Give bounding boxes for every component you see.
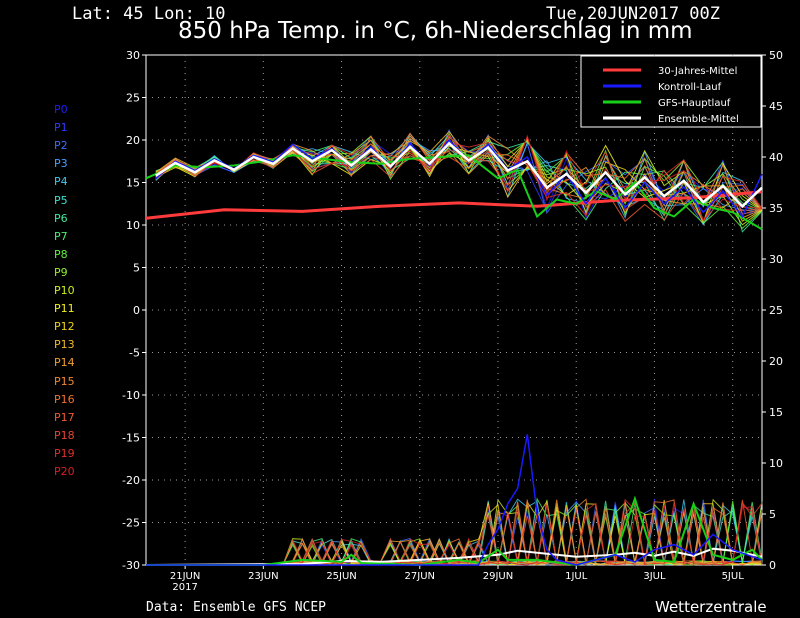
run-time-label: Tue,20JUN2017 00Z	[546, 4, 720, 24]
x-tick-label: 29JUN	[483, 571, 513, 582]
control-precipitation-line	[146, 434, 763, 566]
member-temperature-line	[155, 135, 763, 212]
member-label: P4	[54, 175, 68, 189]
member-label: P15	[54, 374, 75, 388]
left-tick-label: -20	[122, 474, 140, 487]
left-tick-label: 10	[126, 219, 140, 232]
legend-label: 30-Jahres-Mittel	[658, 66, 737, 77]
x-tick-sublabel: 2017	[172, 582, 197, 593]
right-tick-label: 10	[769, 457, 783, 470]
main-series-lines	[145, 138, 763, 567]
x-tick-label: 3JUL	[643, 571, 666, 582]
ensemble-member-temperature-lines	[155, 128, 763, 233]
left-tick-label: 5	[133, 262, 140, 275]
member-temperature-line	[155, 141, 763, 217]
member-label: P19	[54, 446, 75, 460]
left-tick-label: -25	[122, 517, 140, 530]
member-label: P0	[54, 103, 68, 116]
chart-title: 850 hPa Temp. in °C, 6h-Niederschlag in …	[178, 18, 693, 44]
member-label: P20	[54, 465, 75, 478]
right-tick-label: 5	[769, 508, 776, 521]
plot-frame	[145, 54, 763, 566]
left-tick-label: 30	[126, 49, 140, 62]
member-label: P1	[54, 121, 68, 135]
right-tick-label: 20	[769, 355, 783, 368]
x-tick-label: 25JUN	[326, 571, 356, 582]
right-tick-label: 25	[769, 304, 783, 317]
member-label: P6	[54, 211, 68, 225]
legend-label: Kontroll-Lauf	[658, 82, 722, 93]
operational-precipitation-line	[146, 495, 763, 567]
legend: 30-Jahres-Mittel Kontroll-Lauf GFS-Hauptla…	[580, 55, 762, 128]
left-tick-label: -15	[122, 432, 140, 445]
right-tick-label: 45	[769, 100, 783, 113]
x-tick-label: 1JUL	[565, 571, 588, 582]
member-label: P2	[54, 139, 68, 153]
climatology-temperature-line	[145, 190, 763, 220]
location-label: Lat: 45 Lon: 10	[72, 4, 226, 24]
x-tick-label: 27JUN	[405, 571, 435, 582]
left-tick-label: 15	[126, 177, 140, 190]
legend-label: Ensemble-Mittel	[658, 114, 739, 125]
member-precipitation-line	[146, 498, 763, 566]
data-source-label: Data: Ensemble GFS NCEP	[146, 600, 327, 615]
grid-lines	[146, 55, 762, 565]
member-label: P16	[54, 392, 75, 406]
ensemble-mean-temperature-line	[155, 141, 763, 209]
member-label: P3	[54, 157, 68, 171]
x-tick-label: 5JUL	[722, 571, 745, 582]
ensemble-member-precipitation-lines	[146, 497, 763, 567]
right-tick-label: 50	[769, 49, 783, 62]
right-tick-label: 15	[769, 406, 783, 419]
member-label: P18	[54, 428, 75, 442]
legend-box	[580, 55, 762, 128]
left-tick-label: -5	[129, 347, 140, 360]
left-tick-label: 0	[133, 304, 140, 317]
member-label: P7	[54, 229, 68, 243]
right-tick-label: 40	[769, 151, 783, 164]
member-label: P11	[54, 302, 75, 316]
member-label: P17	[54, 410, 75, 424]
left-tick-label: -30	[122, 559, 140, 572]
member-label: P9	[54, 265, 68, 279]
right-tick-label: 35	[769, 202, 783, 215]
member-label: P8	[54, 247, 68, 261]
brand-label: Wetterzentrale	[655, 598, 767, 616]
ensemble-mean-precipitation-line	[145, 547, 763, 566]
member-label: P12	[54, 320, 75, 334]
member-label: P14	[54, 356, 75, 370]
left-tick-label: 25	[126, 92, 140, 105]
member-label: P10	[54, 284, 75, 297]
x-tick-label: 21JUN	[170, 571, 200, 582]
member-label: P5	[54, 193, 68, 207]
right-tick-label: 30	[769, 253, 783, 266]
left-tick-label: 20	[126, 134, 140, 147]
right-tick-label: 0	[769, 559, 776, 572]
x-tick-label: 23JUN	[248, 571, 278, 582]
left-axis-ticks: 30 25 20 15 10 5 0 -5 -10 -15 -20 -25 -30	[122, 49, 146, 572]
member-label: P13	[54, 338, 75, 352]
legend-label: GFS-Hauptlauf	[658, 98, 731, 109]
left-tick-label: -10	[122, 389, 140, 402]
